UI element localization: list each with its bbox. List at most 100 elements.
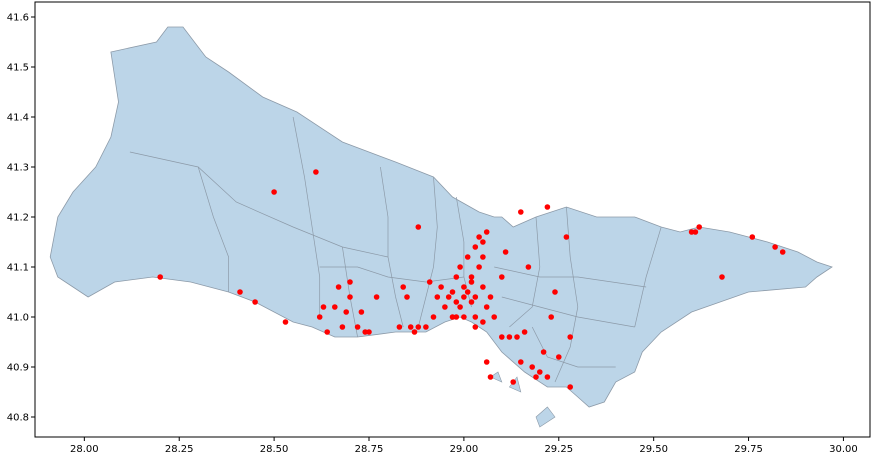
x-axis: 28.00 28.25 28.50 28.75 29.00 29.25 29.50 29.75… [70,437,858,455]
data-point [335,284,342,290]
data-point [483,304,490,310]
point-layer [157,169,786,390]
district-boundary-2 [292,116,321,317]
x-tick-label: 28.75 [355,444,384,455]
x-tick-label: 29.25 [544,444,573,455]
data-point [487,294,494,300]
data-point [499,334,505,340]
data-point [529,364,535,370]
data-point [461,294,467,300]
data-point [521,329,528,335]
data-point [442,304,448,310]
island-0 [489,371,503,383]
data-point [540,349,547,355]
data-point [483,359,490,365]
y-tick-label: 41.3 [7,163,29,174]
y-tick-label: 40.9 [7,363,29,374]
data-point [468,279,475,285]
district-boundary-11 [494,266,647,288]
data-point [316,314,323,320]
data-point [396,324,403,330]
x-tick-label: 29.50 [639,444,668,455]
y-tick-label: 41.2 [7,213,29,224]
data-point [472,314,479,320]
y-tick-label: 41.4 [7,113,29,124]
data-point [480,239,486,245]
data-point [430,314,437,320]
data-point [271,189,277,195]
y-tick-label: 41.5 [7,63,29,74]
data-point [252,299,258,305]
district-boundary-12 [501,296,635,328]
data-point [453,314,460,320]
data-point [354,324,361,330]
data-point [518,209,524,215]
data-point [480,254,486,260]
data-point [502,249,509,255]
data-point [453,299,460,305]
district-boundary-13 [531,326,616,368]
data-point [400,284,407,290]
y-axis: 40.8 40.9 41.0 41.1 41.2 41.3 41.4 41.5 41.6 [7,13,35,424]
data-point [438,284,444,290]
data-point [696,224,702,230]
data-point [537,369,543,375]
data-point [692,229,699,235]
district-boundary-3 [380,166,404,328]
data-point [373,294,380,300]
district-boundary-8 [509,216,541,328]
data-point [487,374,494,380]
data-point [480,319,486,325]
data-point [457,304,463,310]
data-point [506,334,513,340]
data-point [476,264,482,270]
data-point [548,314,554,320]
data-point [415,324,422,330]
data-point [472,244,479,250]
district-boundary-6 [319,266,464,283]
data-point [514,334,520,340]
data-point [556,354,562,360]
data-point [415,224,422,230]
district-boundary-9 [554,206,579,383]
island-2 [535,406,556,428]
data-point [525,264,532,270]
x-tick-label: 28.50 [260,444,289,455]
data-point [483,229,490,235]
data-point [457,264,463,270]
data-point [749,234,756,240]
data-point [358,309,365,315]
district-boundary-10 [634,226,662,328]
data-point [544,204,551,210]
data-point [453,274,460,280]
data-point [237,289,243,295]
data-point [366,329,372,335]
data-point [282,319,289,325]
data-point [567,334,573,340]
district-boundary-0 [129,151,389,258]
x-tick-label: 28.25 [165,444,194,455]
data-point [426,279,433,285]
data-point [320,304,327,310]
island-1 [508,376,522,393]
district-boundaries [129,116,662,383]
data-point [445,294,452,300]
data-point [491,314,498,320]
y-tick-label: 41.6 [7,13,29,24]
data-point [480,284,486,290]
data-point [563,234,570,240]
data-point [347,294,353,300]
x-tick-label: 29.00 [450,444,479,455]
data-point [772,244,778,250]
data-point [313,169,319,175]
data-point [423,324,429,330]
data-point [533,374,539,380]
data-point [779,249,786,255]
axes-frame [34,1,871,438]
data-point [339,324,346,330]
data-point [567,384,573,390]
data-point [407,324,414,330]
data-point [464,289,471,295]
x-tick-label: 29.75 [734,444,763,455]
data-point [472,294,479,300]
